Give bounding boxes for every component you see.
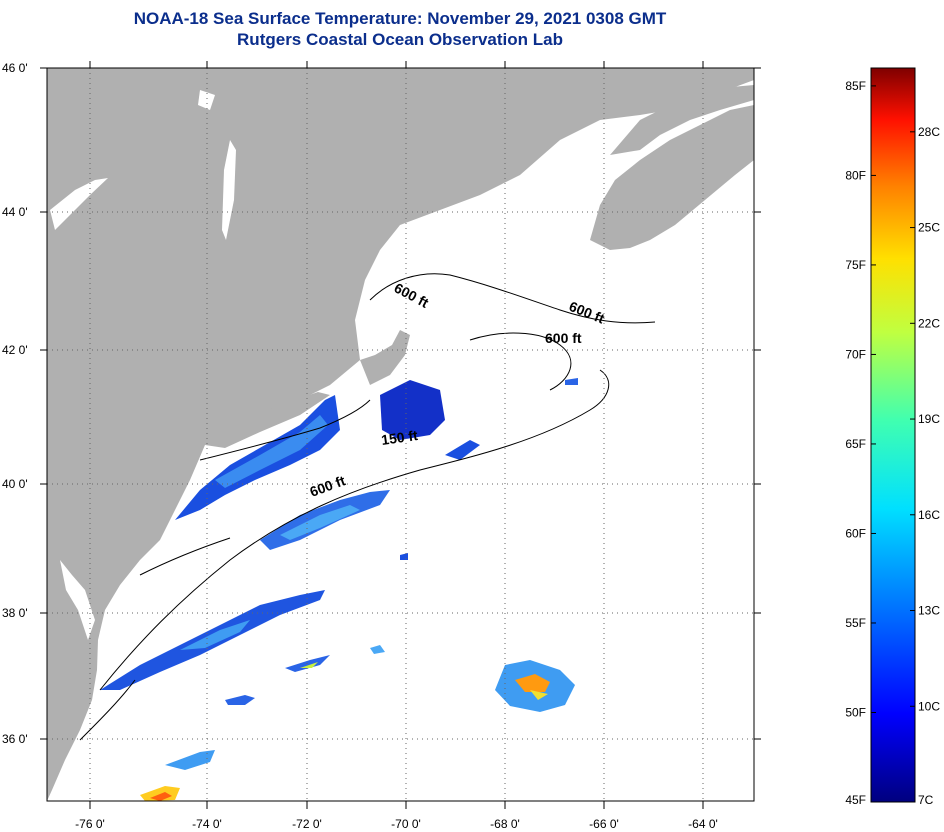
lon-label-76: -76 0' xyxy=(75,817,105,831)
colorbar-label-f-6: 55F xyxy=(845,616,866,630)
lat-label-36: 36 0' xyxy=(2,732,28,746)
colorbar-label-f-7: 50F xyxy=(845,705,866,719)
lon-label-66: -66 0' xyxy=(589,817,619,831)
chart-title-block: NOAA-18 Sea Surface Temperature: Novembe… xyxy=(0,8,800,50)
land-cape-cod xyxy=(360,330,410,385)
colorbar-label-c-6: 10C xyxy=(918,699,940,713)
land-nova-scotia-north xyxy=(610,85,754,155)
colorbar-label-c-2: 22C xyxy=(918,316,940,330)
lon-label-68: -68 0' xyxy=(490,817,520,831)
colorbar-label-f-4: 65F xyxy=(845,437,866,451)
colorbar-label-c-1: 25C xyxy=(918,221,940,235)
colorbar-celsius-labels: 28C 25C 22C 19C 16C 13C 10C 7C xyxy=(910,125,940,807)
colorbar-label-f-0: 85F xyxy=(845,79,866,93)
lon-label-72: -72 0' xyxy=(292,817,322,831)
chart-subtitle: Rutgers Coastal Ocean Observation Lab xyxy=(237,30,563,49)
colorbar-label-c-5: 13C xyxy=(918,604,940,618)
bathymetry-contours xyxy=(79,273,656,741)
lat-label-38: 38 0' xyxy=(2,606,28,620)
colorbar-label-c-7: 7C xyxy=(918,793,934,807)
colorbar-label-c-0: 28C xyxy=(918,125,940,139)
lat-label-40: 40 0' xyxy=(2,477,28,491)
colorbar-label-f-1: 80F xyxy=(845,168,866,182)
contour-label-600ft-3: 600 ft xyxy=(545,330,582,346)
lon-label-64: -64 0' xyxy=(688,817,718,831)
land-nova-scotia xyxy=(590,105,754,250)
colorbar-label-f-8: 45F xyxy=(845,793,866,807)
lon-label-74: -74 0' xyxy=(192,817,222,831)
colorbar-label-f-5: 60F xyxy=(845,526,866,540)
colorbar-label-f-2: 75F xyxy=(845,258,866,272)
colorbar: 85F 80F 75F 70F 65F 60F 55F 50F 45F 28C 25C 22C 19C… xyxy=(845,67,940,807)
contour-label-150ft: 150 ft xyxy=(380,427,419,448)
frame-ticks xyxy=(40,61,761,809)
colorbar-fahrenheit-labels: 85F 80F 75F 70F 65F 60F 55F 50F 45F xyxy=(845,79,876,807)
lat-label-42: 42 0' xyxy=(2,343,28,357)
colorbar-gradient xyxy=(870,67,916,803)
land-mainland xyxy=(47,68,754,801)
map-grid xyxy=(47,68,754,801)
chart-title: NOAA-18 Sea Surface Temperature: Novembe… xyxy=(133,9,667,28)
sst-patches xyxy=(100,378,578,801)
map-plot-area xyxy=(47,68,754,801)
lat-label-44: 44 0' xyxy=(2,205,28,219)
colorbar-label-f-3: 70F xyxy=(845,347,866,361)
land-long-island xyxy=(205,392,330,448)
map-frame xyxy=(46,67,755,802)
lat-label-46: 46 0' xyxy=(2,61,28,75)
colorbar-label-c-4: 16C xyxy=(918,508,940,522)
colorbar-label-c-3: 19C xyxy=(918,412,940,426)
lon-label-70: -70 0' xyxy=(391,817,421,831)
